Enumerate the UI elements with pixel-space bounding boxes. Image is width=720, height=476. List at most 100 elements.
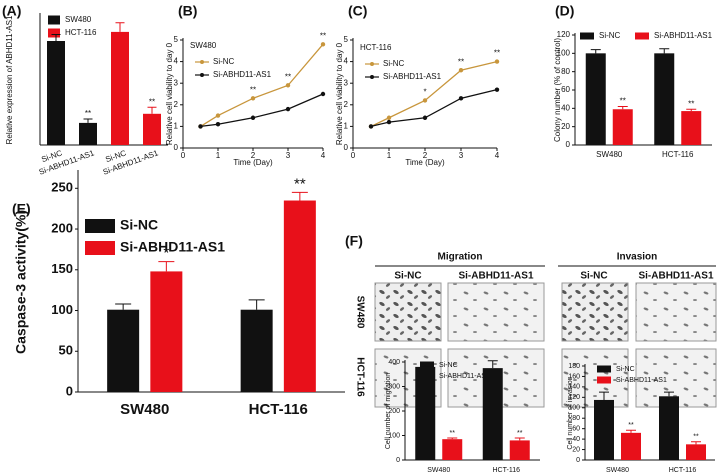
point (368, 124, 374, 129)
bar (681, 111, 702, 145)
significance: ** (517, 430, 523, 437)
error-bar (626, 429, 636, 433)
legend-label: Si-NC (439, 362, 458, 369)
legend-label: Si-ABHD11-AS1 (654, 31, 713, 40)
x-tick-label: HCT-116 (669, 467, 697, 474)
bar (482, 368, 503, 460)
significance: ** (450, 430, 456, 437)
legend-label: Si-ABHD11-AS1 (120, 239, 225, 255)
legend-label: Si-NC (599, 31, 621, 40)
legend-swatch (48, 28, 60, 38)
significance: ** (693, 434, 699, 441)
y-tick-label: 1 (344, 122, 349, 131)
legend-marker (370, 62, 374, 66)
legend-label: Si-NC (383, 59, 405, 68)
significance: ** (494, 49, 500, 58)
point (422, 98, 428, 103)
error-bar (617, 106, 628, 110)
x-tick-label: 1 (216, 151, 221, 160)
legend-swatch (420, 361, 434, 369)
significance: ** (320, 31, 326, 40)
panel-label: (B) (178, 3, 197, 19)
error-bar (599, 391, 609, 400)
y-axis-label: Cell number of invasion (567, 376, 574, 449)
y-tick-label: 140 (568, 384, 580, 391)
y-tick-label: 1 (174, 122, 179, 131)
panel-label: (A) (2, 3, 21, 19)
point (320, 42, 326, 47)
x-tick-label: SW480 (427, 467, 450, 474)
subtitle: HCT-116 (360, 43, 392, 52)
error-bar (691, 441, 701, 445)
bar (659, 396, 679, 460)
section-header: Migration (438, 252, 483, 263)
x-tick-label: 0 (181, 151, 186, 160)
y-tick-label: 4 (344, 57, 349, 66)
x-tick-label: HCT-116 (662, 150, 694, 159)
significance: ** (458, 57, 464, 66)
y-tick-label: 20 (572, 446, 580, 453)
row-label: HCT-116 (354, 357, 365, 397)
legend-label: Si-ABHD11-AS1 (616, 377, 667, 384)
legend-marker (370, 75, 374, 79)
y-tick-label: 80 (572, 415, 580, 422)
row-label: SW480 (354, 296, 365, 329)
y-tick-label: 60 (572, 426, 580, 433)
y-tick-label: 200 (51, 220, 73, 235)
section-header: Invasion (617, 252, 658, 263)
bar (107, 309, 140, 392)
panel-label: (E) (12, 201, 31, 217)
y-axis-label: Relative cell viability to day 0 (165, 42, 174, 145)
y-tick-label: 100 (388, 432, 400, 439)
y-tick-label: 50 (59, 343, 73, 358)
bar (442, 439, 463, 460)
y-tick-label: 150 (51, 261, 73, 276)
y-tick-label: 250 (51, 180, 73, 195)
x-tick-label: 4 (495, 151, 500, 160)
y-tick-label: 200 (388, 408, 400, 415)
point (215, 122, 221, 127)
significance: ** (85, 109, 91, 118)
legend-label: Si-ABHD11-AS1 (383, 72, 442, 81)
x-tick-label: HCT-116 (493, 467, 521, 474)
error-bar (147, 106, 157, 114)
legend-label: Si-ABHD11-AS1 (213, 70, 272, 79)
error-bar (420, 363, 431, 367)
y-tick-label: 40 (572, 436, 580, 443)
point (494, 87, 500, 92)
error-bar (686, 108, 697, 112)
significance: ** (688, 99, 694, 108)
legend-marker (200, 60, 204, 64)
y-tick-label: 0 (576, 457, 580, 464)
x-tick-label: 4 (321, 151, 326, 160)
bar (654, 53, 675, 146)
y-tick-label: 5 (344, 35, 349, 44)
point (494, 59, 500, 64)
error-bar (659, 48, 670, 54)
legend-swatch (85, 219, 115, 233)
y-tick-label: 40 (561, 103, 570, 112)
y-tick-label: 5 (174, 35, 179, 44)
y-tick-label: 300 (388, 383, 400, 390)
x-tick-label: SW480 (596, 150, 623, 159)
legend-label: Si-NC (120, 217, 158, 233)
x-tick-label: 3 (286, 151, 291, 160)
bar (79, 122, 97, 145)
y-tick-label: 0 (566, 140, 571, 149)
legend-swatch (580, 32, 594, 40)
error-bar (158, 261, 175, 272)
column-label: Si-ABHD11-AS1 (458, 271, 533, 282)
y-tick-label: 20 (561, 122, 570, 131)
bar (686, 444, 706, 460)
y-tick-label: 160 (568, 373, 580, 380)
y-tick-label: 60 (561, 85, 570, 94)
point (386, 119, 392, 125)
bar (585, 53, 606, 146)
legend-label: HCT-116 (65, 28, 97, 37)
legend-swatch (85, 241, 115, 255)
micrograph (374, 282, 442, 342)
bar (283, 200, 316, 392)
x-axis-label: Time (Day) (233, 158, 273, 167)
legend-label: Si-NC (213, 57, 235, 66)
y-tick-label: 0 (396, 457, 400, 464)
